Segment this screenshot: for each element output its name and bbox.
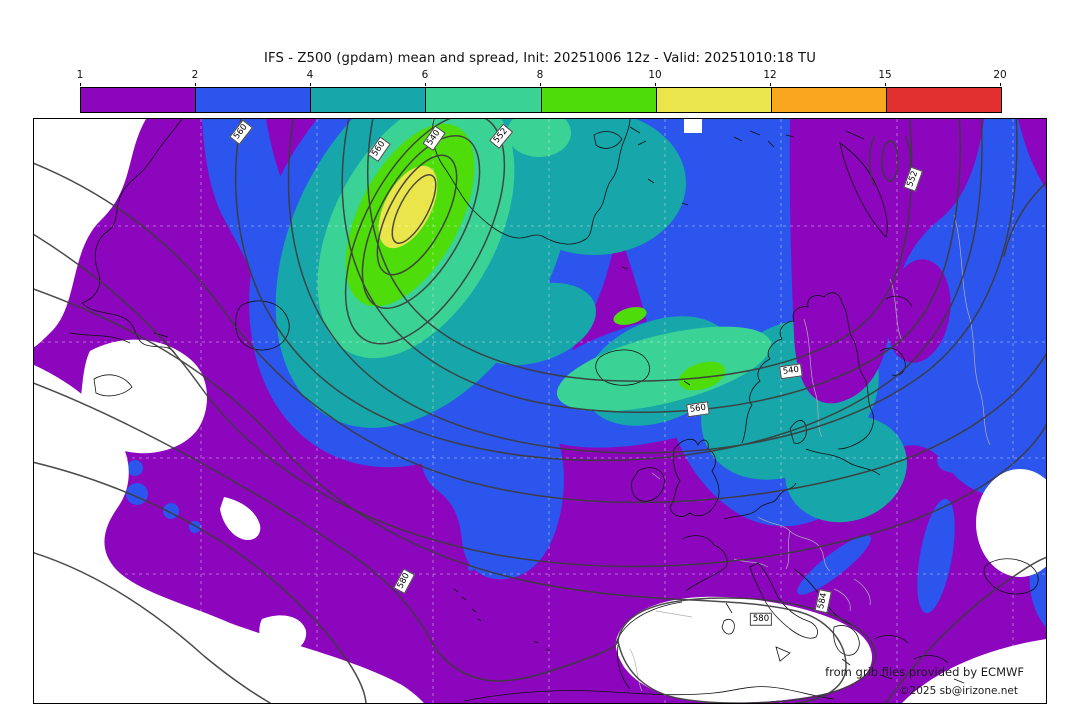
colorbar-segment: [426, 88, 542, 112]
colorbar: [80, 87, 1002, 113]
colorbar-segment: [771, 88, 887, 112]
contour-label: 580: [749, 612, 773, 626]
colorbar-segment: [656, 88, 772, 112]
chart-title: IFS - Z500 (gpdam) mean and spread, Init…: [264, 51, 816, 66]
colorbar-tick-mark: [80, 83, 81, 86]
colorbar-ticks: 1 2 4 6 8 10 12 15 20: [76, 69, 1007, 86]
colorbar-segment: [541, 88, 657, 112]
colorbar-tick-label: 4: [306, 69, 314, 81]
colorbar-tick-mark: [770, 83, 771, 86]
colorbar-tick-label: 10: [648, 69, 662, 81]
colorbar-tick-mark: [655, 83, 656, 86]
colorbar-tick-label: 1: [76, 69, 84, 81]
spread-fill-purple-overlays: [789, 119, 1046, 404]
colorbar-tick-mark: [195, 83, 196, 86]
attribution-ecmwf: from grib files provided by ECMWF: [825, 665, 1024, 679]
map-canvas: [34, 119, 1046, 703]
colorbar-segment: [81, 88, 197, 112]
colorbar-tick-mark: [540, 83, 541, 86]
colorbar-tick-mark: [1000, 83, 1001, 86]
colorbar-tick-label: 15: [878, 69, 892, 81]
colorbar-segment: [311, 88, 427, 112]
coastlines: [69, 119, 1039, 702]
colorbar-tick-label: 8: [536, 69, 544, 81]
colorbar-tick-label: 6: [421, 69, 429, 81]
colorbar-tick-label: 20: [993, 69, 1007, 81]
colorbar-tick-mark: [425, 83, 426, 86]
map-frame: 560 560 540 552 552 560 540 580 580 584 from grib…: [33, 118, 1047, 704]
colorbar-segment: [886, 88, 1001, 112]
colorbar-tick-mark: [885, 83, 886, 86]
colorbar-tick-label: 2: [191, 69, 199, 81]
colorbar-segment: [196, 88, 312, 112]
colorbar-tick-label: 12: [763, 69, 777, 81]
z500-mean-contours: [34, 119, 1046, 703]
colorbar-tick-mark: [310, 83, 311, 86]
attribution-copyright: ©2025 sb@irizone.net: [899, 685, 1018, 697]
